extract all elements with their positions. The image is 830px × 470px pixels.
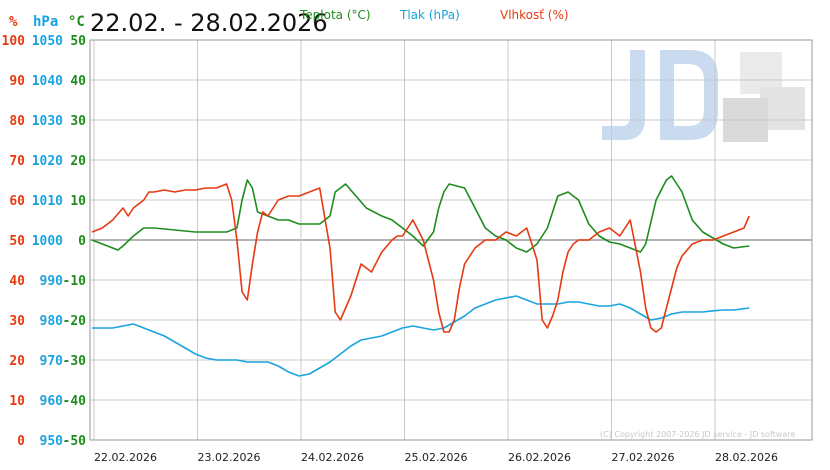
- humidity-tick-label: 10: [9, 394, 25, 409]
- series-line-temperature: [91, 175, 750, 253]
- temperature-tick-label: 40: [70, 74, 86, 89]
- grid: [89, 39, 813, 441]
- humidity-tick-label: 80: [9, 114, 25, 129]
- pressure-tick-label: 1000: [32, 234, 63, 249]
- pressure-tick-label: 1020: [32, 154, 63, 169]
- temperature-tick-label: 20: [70, 154, 86, 169]
- humidity-tick-label: 100: [2, 34, 26, 49]
- pressure-tick-label: 1050: [32, 34, 63, 49]
- pressure-tick-label: 970: [40, 354, 64, 369]
- temperature-tick-label: 50: [70, 34, 86, 49]
- humidity-tick-label: 0: [17, 434, 25, 449]
- humidity-tick-label: 60: [9, 194, 25, 209]
- jd-watermark-logo: [602, 50, 805, 142]
- humidity-tick-label: 40: [9, 274, 25, 289]
- x-tick-label: 24.02.2026: [301, 451, 364, 464]
- temperature-tick-label: 30: [70, 114, 86, 129]
- plot-frame: [89, 39, 813, 441]
- legend-temperature: Teplota (°C): [299, 8, 371, 22]
- humidity-tick-label: 70: [9, 154, 25, 169]
- humidity-tick-label: 30: [9, 314, 25, 329]
- temperature-tick-label: -50: [63, 434, 87, 449]
- series-line-pressure: [92, 295, 750, 377]
- temperature-tick-label: 10: [70, 194, 86, 209]
- temperature-tick-label: -10: [63, 274, 87, 289]
- x-tick-label: 26.02.2026: [508, 451, 571, 464]
- x-tick-label: 22.02.2026: [94, 451, 157, 464]
- x-axis-ticks: 22.02.2026 23.02.2026 24.02.2026 25.02.2026…: [94, 451, 778, 464]
- temperature-tick-label: -40: [63, 394, 87, 409]
- temperature-tick-label: 0: [78, 234, 86, 249]
- x-tick-label: 25.02.2026: [405, 451, 468, 464]
- x-tick-label: 28.02.2026: [715, 451, 778, 464]
- pressure-tick-label: 1030: [32, 114, 63, 129]
- pressure-unit: hPa: [33, 14, 58, 30]
- humidity-unit: %: [9, 14, 18, 30]
- temperature-unit: °C: [68, 14, 85, 30]
- copyright-text: (C) Copyright 2007-2026 JD service - JD …: [600, 430, 795, 439]
- y-axis-ticks: 1009080706050403020100105010401030102010…: [2, 34, 87, 449]
- pressure-tick-label: 980: [40, 314, 64, 329]
- series-lines: [91, 175, 750, 377]
- legend-humidity: Vlhkosť (%): [500, 8, 569, 22]
- temperature-tick-label: -20: [63, 314, 87, 329]
- x-tick-label: 23.02.2026: [198, 451, 261, 464]
- series-line-humidity: [91, 183, 750, 333]
- humidity-tick-label: 20: [9, 354, 25, 369]
- humidity-tick-label: 90: [9, 74, 25, 89]
- x-tick-label: 27.02.2026: [612, 451, 675, 464]
- temperature-tick-label: -30: [63, 354, 87, 369]
- pressure-tick-label: 960: [40, 394, 64, 409]
- legend-pressure: Tlak (hPa): [399, 8, 460, 22]
- pressure-tick-label: 950: [40, 434, 64, 449]
- pressure-tick-label: 990: [40, 274, 64, 289]
- pressure-tick-label: 1040: [32, 74, 63, 89]
- chart-title: 22.02. - 28.02.2026: [90, 9, 328, 37]
- humidity-tick-label: 50: [9, 234, 25, 249]
- pressure-tick-label: 1010: [32, 194, 63, 209]
